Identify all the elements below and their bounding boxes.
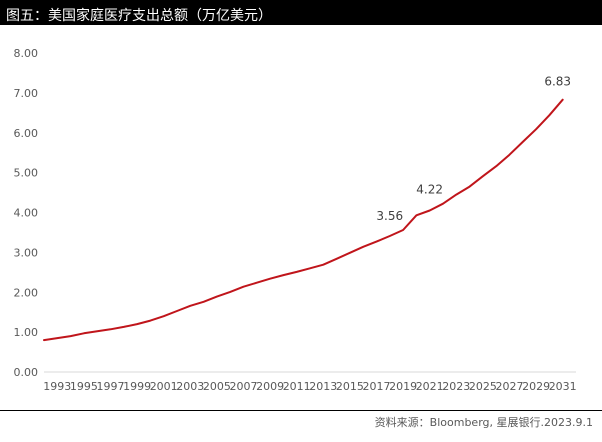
x-tick-label: 2007 [230,380,258,393]
x-tick-label: 2023 [442,380,470,393]
series-line [43,98,564,342]
x-tick-label: 2021 [416,380,444,393]
x-tick-label: 2011 [283,380,311,393]
x-tick-label: 2029 [522,380,550,393]
x-tick-label: 2005 [203,380,231,393]
title-bar: 图五：美国家庭医疗支出总额（万亿美元） [0,0,602,25]
y-axis-ticks: 0.00 1.00 2.00 3.00 4.00 5.00 6.00 7.00 8.00 [14,47,39,379]
x-axis-ticks: 1993199519971999200120032005200720092011… [43,380,576,393]
data-label: 6.83 [544,75,571,89]
y-tick-label: 2.00 [14,286,39,299]
x-tick-label: 2015 [336,380,364,393]
source-note: 资料来源：Bloomberg, 星展银行.2023.9.1 [374,416,593,429]
y-tick-label: 8.00 [14,47,39,60]
x-tick-label: 2019 [389,380,417,393]
x-tick-label: 2013 [309,380,337,393]
x-tick-label: 2003 [176,380,204,393]
y-tick-label: 4.00 [14,207,39,220]
y-tick-label: 6.00 [14,127,39,140]
x-tick-label: 1993 [43,380,71,393]
x-tick-label: 2009 [256,380,284,393]
x-tick-label: 2017 [363,380,391,393]
data-label: 4.22 [416,183,443,197]
line-chart: 0.00 1.00 2.00 3.00 4.00 5.00 6.00 7.00 8.00 199… [14,47,577,393]
chart-title: 图五：美国家庭医疗支出总额（万亿美元） [6,8,272,24]
bottom-rule [0,410,602,411]
y-tick-label: 5.00 [14,167,39,180]
x-tick-label: 1999 [123,380,151,393]
x-tick-label: 2031 [549,380,577,393]
y-tick-label: 3.00 [14,246,39,259]
x-tick-label: 1995 [70,380,98,393]
y-tick-label: 0.00 [14,366,39,379]
x-tick-label: 2027 [496,380,524,393]
y-tick-label: 7.00 [14,87,39,100]
x-tick-label: 1997 [97,380,125,393]
data-labels: 3.56 4.22 6.83 [376,75,571,223]
y-tick-label: 1.00 [14,326,39,339]
x-tick-label: 2025 [469,380,497,393]
x-tick-label: 2001 [150,380,178,393]
data-label: 3.56 [376,209,403,223]
